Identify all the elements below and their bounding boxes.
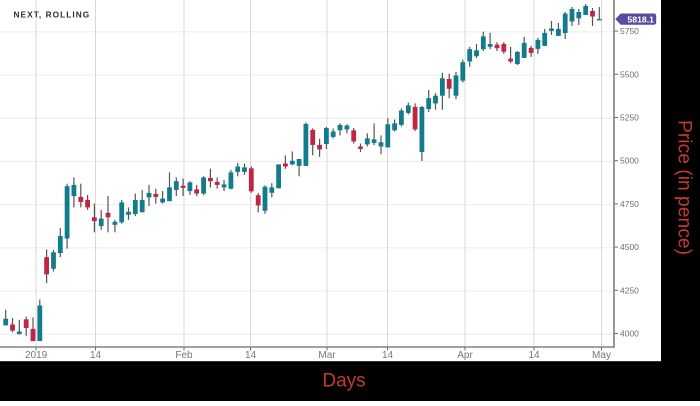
- svg-text:14: 14: [90, 350, 102, 361]
- svg-text:5000: 5000: [620, 156, 639, 166]
- svg-text:5500: 5500: [620, 69, 639, 79]
- svg-text:Feb: Feb: [175, 350, 193, 361]
- svg-text:Days: Days: [322, 371, 365, 392]
- svg-text:Mar: Mar: [318, 350, 336, 361]
- svg-text:5250: 5250: [620, 113, 639, 123]
- svg-text:Apr: Apr: [457, 350, 473, 361]
- svg-text:May: May: [592, 350, 611, 361]
- svg-text:5818.1: 5818.1: [627, 14, 654, 24]
- svg-text:14: 14: [245, 350, 257, 361]
- svg-text:2019: 2019: [25, 350, 48, 361]
- svg-text:14: 14: [528, 350, 540, 361]
- svg-text:4000: 4000: [620, 329, 639, 339]
- svg-text:14: 14: [382, 350, 394, 361]
- svg-text:4500: 4500: [620, 242, 639, 252]
- svg-text:4750: 4750: [620, 199, 639, 209]
- svg-text:NEXT, ROLLING: NEXT, ROLLING: [14, 10, 91, 20]
- svg-text:5750: 5750: [620, 26, 639, 36]
- svg-text:4250: 4250: [620, 285, 639, 295]
- svg-text:Price (in pence): Price (in pence): [674, 120, 695, 255]
